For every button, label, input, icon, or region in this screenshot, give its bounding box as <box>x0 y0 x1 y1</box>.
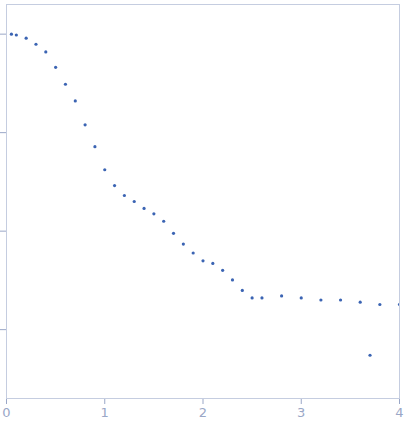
svg-text:2: 2 <box>199 405 207 420</box>
svg-text:0: 0 <box>2 405 10 420</box>
svg-text:1: 1 <box>101 405 109 420</box>
svg-text:3: 3 <box>297 405 305 420</box>
svg-text:4: 4 <box>395 405 403 420</box>
